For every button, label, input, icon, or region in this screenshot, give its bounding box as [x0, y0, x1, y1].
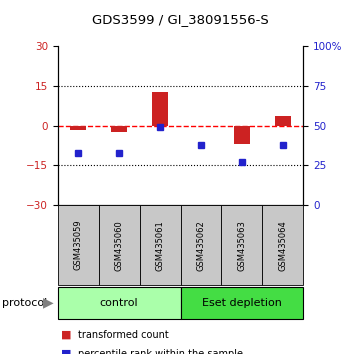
Bar [275, 116, 291, 126]
Text: GSM435062: GSM435062 [196, 220, 205, 270]
Text: ■: ■ [61, 330, 72, 339]
Text: protocol: protocol [2, 298, 47, 308]
Text: ■: ■ [61, 349, 72, 354]
Bar [111, 126, 127, 132]
Text: ▶: ▶ [43, 296, 54, 310]
Bar [70, 126, 86, 130]
Text: GSM435060: GSM435060 [115, 220, 123, 270]
Text: GSM435059: GSM435059 [74, 220, 83, 270]
Text: GDS3599 / GI_38091556-S: GDS3599 / GI_38091556-S [92, 13, 269, 26]
Text: GSM435064: GSM435064 [278, 220, 287, 270]
Text: control: control [100, 298, 138, 308]
Bar [234, 126, 250, 144]
Text: GSM435061: GSM435061 [156, 220, 165, 270]
Text: Eset depletion: Eset depletion [202, 298, 282, 308]
Bar [152, 92, 168, 126]
Text: percentile rank within the sample: percentile rank within the sample [78, 349, 243, 354]
Text: transformed count: transformed count [78, 330, 168, 339]
Text: GSM435063: GSM435063 [238, 220, 246, 270]
